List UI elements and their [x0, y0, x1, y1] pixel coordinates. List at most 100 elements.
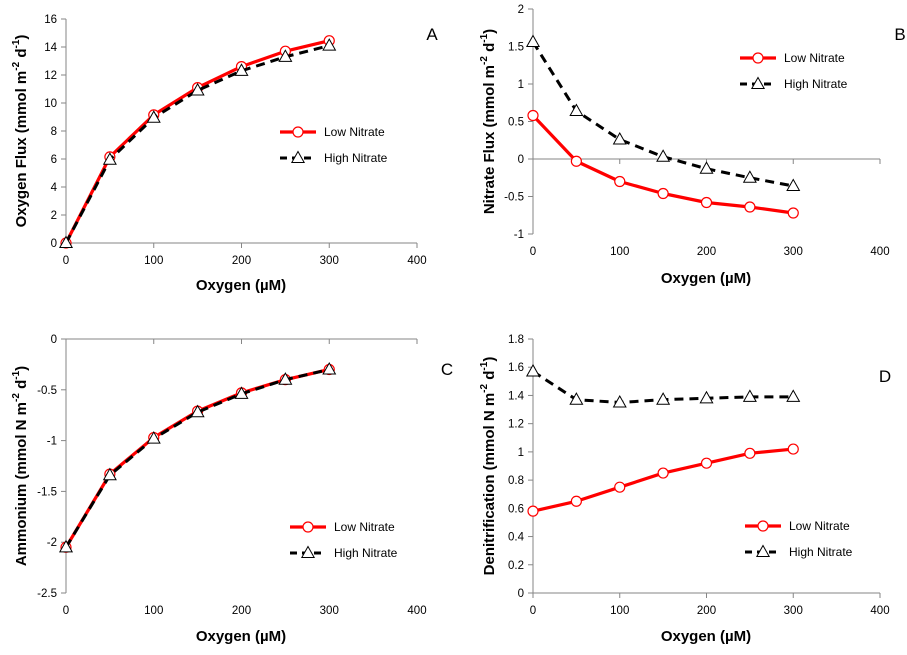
data-point	[614, 481, 626, 493]
data-point	[742, 389, 757, 402]
y-tick-label: 16	[44, 14, 57, 26]
x-axis-label: Oxygen (µM)	[196, 277, 286, 294]
y-tick-label: -1.5	[37, 486, 57, 498]
data-point	[569, 392, 584, 405]
y-axis-label: Oxygen Flux (mmol m-2 d-1)	[11, 35, 30, 228]
y-tick-label: 0.6	[508, 503, 524, 515]
y-tick-label: 2	[518, 4, 524, 16]
data-point	[234, 63, 249, 76]
series-low-nitrate	[527, 109, 799, 219]
x-tick-label: 200	[232, 255, 251, 267]
data-point	[612, 131, 627, 145]
y-tick-label: -1	[47, 436, 57, 448]
y-tick-label: 0	[518, 588, 524, 600]
x-tick-label: 100	[144, 605, 163, 617]
legend-marker	[300, 545, 316, 559]
legend-label: High Nitrate	[334, 546, 398, 560]
data-point	[787, 207, 799, 219]
y-axis-label: Denitrification (mmol N m-2 d-1)	[479, 357, 498, 576]
legend-marker	[757, 520, 769, 532]
legend-label: Low Nitrate	[334, 520, 395, 534]
x-tick-label: 400	[870, 246, 889, 258]
y-tick-label: 12	[44, 70, 57, 82]
x-tick-label: 400	[407, 255, 426, 267]
series-high-nitrate	[58, 361, 337, 553]
data-point	[657, 467, 669, 479]
data-point	[570, 495, 582, 507]
y-tick-label: 1	[518, 447, 524, 459]
panel-letter: C	[441, 360, 453, 379]
series-line	[64, 367, 330, 549]
series-low-nitrate	[60, 35, 335, 249]
data-point	[569, 103, 584, 117]
data-point	[614, 175, 626, 188]
series-high-nitrate	[525, 34, 801, 192]
data-point	[786, 389, 801, 402]
series-high-nitrate	[525, 363, 801, 408]
y-tick-label: 0.5	[508, 117, 524, 129]
data-point	[525, 34, 541, 48]
data-point	[742, 170, 757, 183]
data-point	[322, 38, 337, 51]
y-tick-label: -2	[47, 537, 57, 549]
data-point	[322, 361, 337, 375]
x-tick-label: 100	[144, 255, 163, 267]
data-point	[657, 187, 669, 200]
data-point	[278, 372, 293, 385]
y-tick-label: 2	[51, 210, 57, 222]
data-point	[234, 386, 249, 399]
x-tick-label: 300	[784, 605, 803, 617]
data-point	[278, 49, 293, 62]
legend-marker	[292, 126, 304, 138]
y-tick-label: 0.4	[508, 532, 525, 544]
x-tick-label: 100	[610, 246, 629, 258]
data-point	[744, 201, 756, 213]
legend: Low Nitrate High Nitrate	[290, 520, 398, 560]
x-axis-label: Oxygen (µM)	[661, 270, 751, 287]
x-tick-label: 400	[870, 605, 889, 617]
y-tick-label: 0.2	[508, 560, 524, 572]
y-tick-label: -0.5	[37, 385, 57, 397]
series-low-nitrate	[527, 443, 799, 517]
y-axis-label: Nitrate Flux (mmol m-2 d-1)	[479, 29, 498, 214]
y-tick-label: 0	[518, 154, 524, 166]
legend-label: High Nitrate	[324, 151, 388, 165]
legend-marker	[302, 521, 314, 533]
y-tick-label: -2.5	[37, 588, 57, 600]
legend-marker	[750, 76, 766, 90]
legend-marker	[290, 150, 306, 164]
panel-letter: A	[426, 25, 438, 44]
y-tick-label: 14	[44, 42, 57, 54]
chart-panel-D: 0 0.2 0.4 0.6 0.8 1 1.2 1.4 1.6 1.8 0 100 200 300 400 O…	[479, 334, 891, 645]
legend-label: Low Nitrate	[789, 519, 850, 533]
data-point	[612, 394, 627, 408]
x-tick-label: 300	[320, 605, 339, 617]
y-tick-label: 6	[51, 154, 57, 166]
y-tick-label: 10	[44, 98, 57, 110]
y-tick-label: 0	[51, 334, 57, 346]
legend: Low Nitrate High Nitrate	[280, 125, 388, 165]
chart-panel-C: -2.5 -2 -1.5 -1 -0.5 0 0 100 200 300 400 Oxygen (µM…	[11, 334, 453, 645]
x-tick-label: 0	[63, 255, 69, 267]
data-point	[656, 392, 671, 405]
data-point	[58, 235, 74, 249]
data-point	[527, 109, 539, 122]
y-tick-label: -0.5	[504, 192, 524, 204]
y-tick-label: -1	[514, 229, 524, 241]
data-point	[744, 447, 756, 459]
data-point	[102, 467, 117, 481]
panel-letter: B	[894, 25, 905, 44]
y-tick-label: 0	[51, 238, 57, 250]
y-tick-label: 8	[51, 126, 57, 138]
x-tick-label: 0	[63, 605, 69, 617]
legend-marker	[755, 544, 771, 558]
series-line	[64, 44, 330, 244]
x-tick-label: 300	[784, 246, 803, 258]
data-point	[656, 149, 671, 162]
y-tick-label: 1.8	[508, 334, 524, 346]
data-point	[786, 178, 801, 192]
x-tick-label: 200	[697, 246, 716, 258]
data-point	[146, 110, 161, 123]
y-tick-label: 1	[518, 79, 524, 91]
data-point	[58, 539, 74, 553]
